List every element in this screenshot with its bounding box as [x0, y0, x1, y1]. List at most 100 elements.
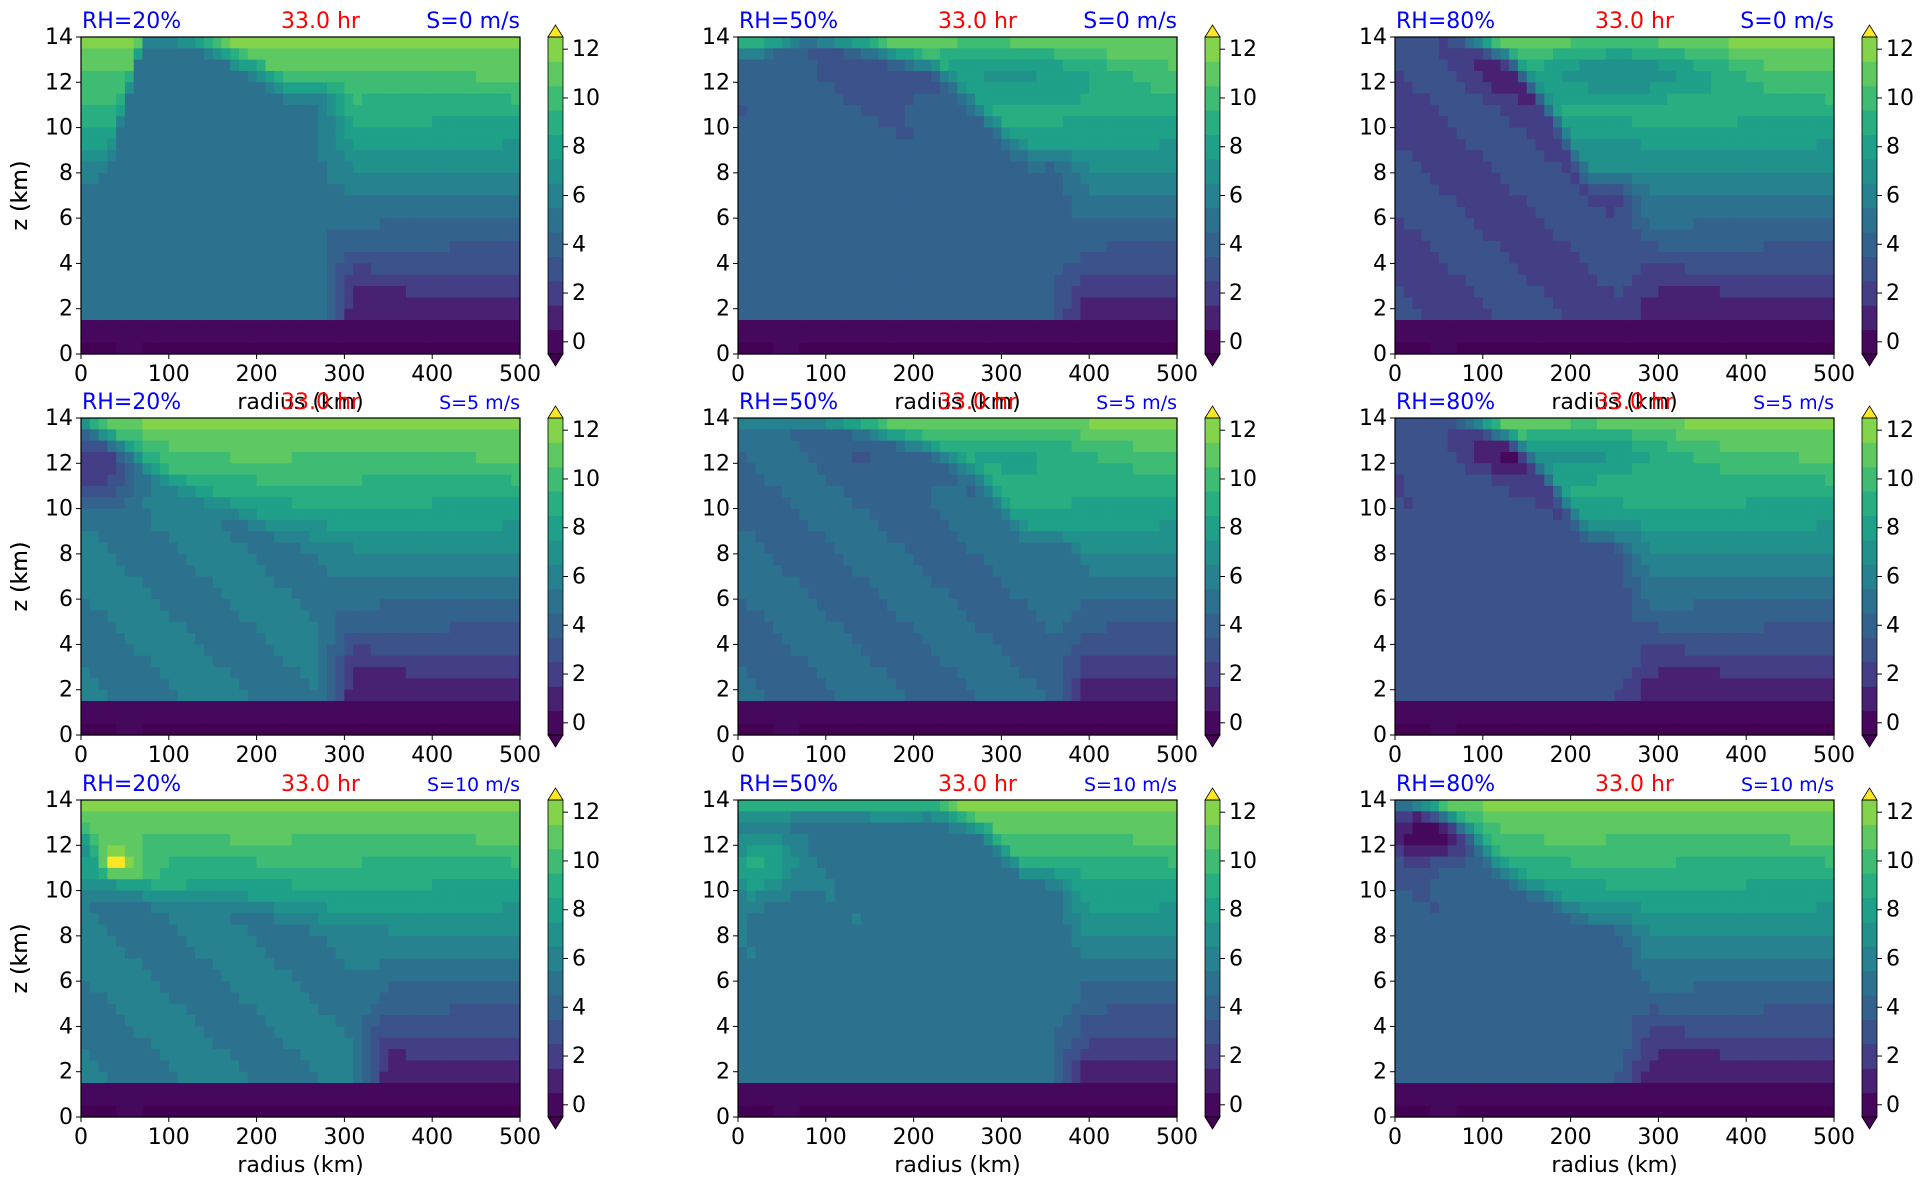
contour-cell — [1465, 59, 1475, 72]
contour-cell — [361, 342, 372, 355]
contour-cell — [887, 195, 897, 208]
contour-cell — [239, 184, 249, 197]
contour-cell — [177, 286, 187, 298]
contour-cell — [221, 342, 231, 355]
contour-cell — [1465, 342, 1475, 355]
contour-cell — [247, 508, 258, 521]
contour-cell — [1561, 59, 1572, 72]
contour-cell — [476, 320, 486, 332]
contour-cell — [361, 308, 372, 321]
contour-cell — [869, 240, 880, 253]
contour-cell — [230, 308, 240, 321]
contour-cell — [1482, 138, 1493, 151]
contour-cell — [966, 150, 976, 163]
contour-cell — [1115, 342, 1125, 355]
contour-cell — [1684, 252, 1695, 265]
contour-cell — [291, 229, 302, 242]
contour-cell — [781, 229, 792, 242]
contour-cell — [1737, 70, 1747, 83]
contour-cell — [344, 429, 354, 442]
x-tick-label: 100 — [1462, 362, 1504, 387]
contour-cell — [458, 252, 468, 265]
contour-cell — [476, 297, 486, 310]
contour-cell — [1640, 297, 1651, 310]
contour-cell — [493, 418, 504, 430]
contour-cell — [160, 116, 170, 129]
contour-cell — [397, 218, 407, 231]
contour-cell — [458, 331, 468, 344]
contour-cell — [1526, 138, 1537, 151]
shear-label: S=0 m/s — [1740, 9, 1834, 34]
contour-cell — [414, 508, 425, 521]
contour-cell — [1482, 82, 1493, 95]
contour-cell — [773, 240, 783, 253]
contour-cell — [1141, 206, 1152, 219]
contour-cell — [1702, 150, 1712, 163]
contour-cell — [221, 308, 231, 321]
contour-cell — [939, 48, 950, 61]
contour-cell — [1605, 206, 1616, 219]
contour-cell — [1456, 82, 1466, 95]
contour-cell — [467, 172, 477, 185]
contour-cell — [502, 37, 512, 49]
contour-cell — [1097, 70, 1108, 83]
contour-cell — [1772, 150, 1782, 163]
contour-cell — [1614, 263, 1624, 276]
colorbar-bin — [548, 37, 563, 62]
contour-cell — [738, 127, 748, 140]
contour-cell — [212, 218, 223, 231]
contour-cell — [1509, 331, 1519, 344]
contour-cell — [1763, 161, 1774, 174]
contour-cell — [1412, 37, 1422, 49]
contour-cell — [1702, 286, 1712, 298]
contour-cell — [817, 206, 827, 219]
contour-cell — [764, 70, 774, 83]
contour-cell — [458, 48, 468, 61]
contour-cell — [247, 342, 258, 355]
contour-cell — [142, 184, 152, 197]
contour-cell — [834, 93, 844, 106]
contour-cell — [168, 440, 179, 453]
contour-cell — [221, 184, 231, 197]
contour-cell — [1403, 320, 1414, 332]
colorbar-extend-max — [1204, 24, 1221, 38]
colorbar-bin — [548, 207, 563, 233]
contour-cell — [511, 451, 521, 464]
contour-cell — [361, 138, 372, 151]
contour-cell — [133, 127, 144, 140]
contour-cell — [773, 308, 783, 321]
contour-cell — [913, 70, 923, 83]
contour-cell — [1763, 195, 1774, 208]
contour-cell — [1124, 70, 1134, 83]
contour-cell — [896, 229, 906, 242]
contour-cell — [256, 240, 266, 253]
contour-cell — [212, 150, 223, 163]
contour-cell — [423, 218, 433, 231]
contour-cell — [300, 37, 310, 49]
contour-cell — [825, 104, 836, 117]
colorbar-bin — [1205, 110, 1220, 136]
contour-cell — [168, 161, 179, 174]
contour-cell — [764, 252, 774, 265]
contour-cell — [1027, 184, 1038, 197]
contour-cell — [1018, 93, 1029, 106]
contour-cell — [1816, 342, 1826, 355]
contour-cell — [511, 229, 521, 242]
contour-cell — [414, 240, 425, 253]
contour-cell — [449, 497, 460, 510]
contour-cell — [458, 116, 468, 129]
contour-cell — [1071, 150, 1082, 163]
contour-cell — [300, 172, 310, 185]
contour-cell — [1807, 116, 1818, 129]
contour-cell — [230, 342, 240, 355]
contour-cell — [1412, 70, 1422, 83]
contour-cell — [502, 418, 512, 430]
contour-cell — [1010, 127, 1020, 140]
contour-cell — [282, 342, 293, 355]
contour-cell — [1605, 229, 1616, 242]
contour-cell — [89, 263, 100, 276]
contour-cell — [370, 59, 381, 72]
colorbar-bin — [548, 183, 563, 209]
contour-cell — [1526, 127, 1537, 140]
